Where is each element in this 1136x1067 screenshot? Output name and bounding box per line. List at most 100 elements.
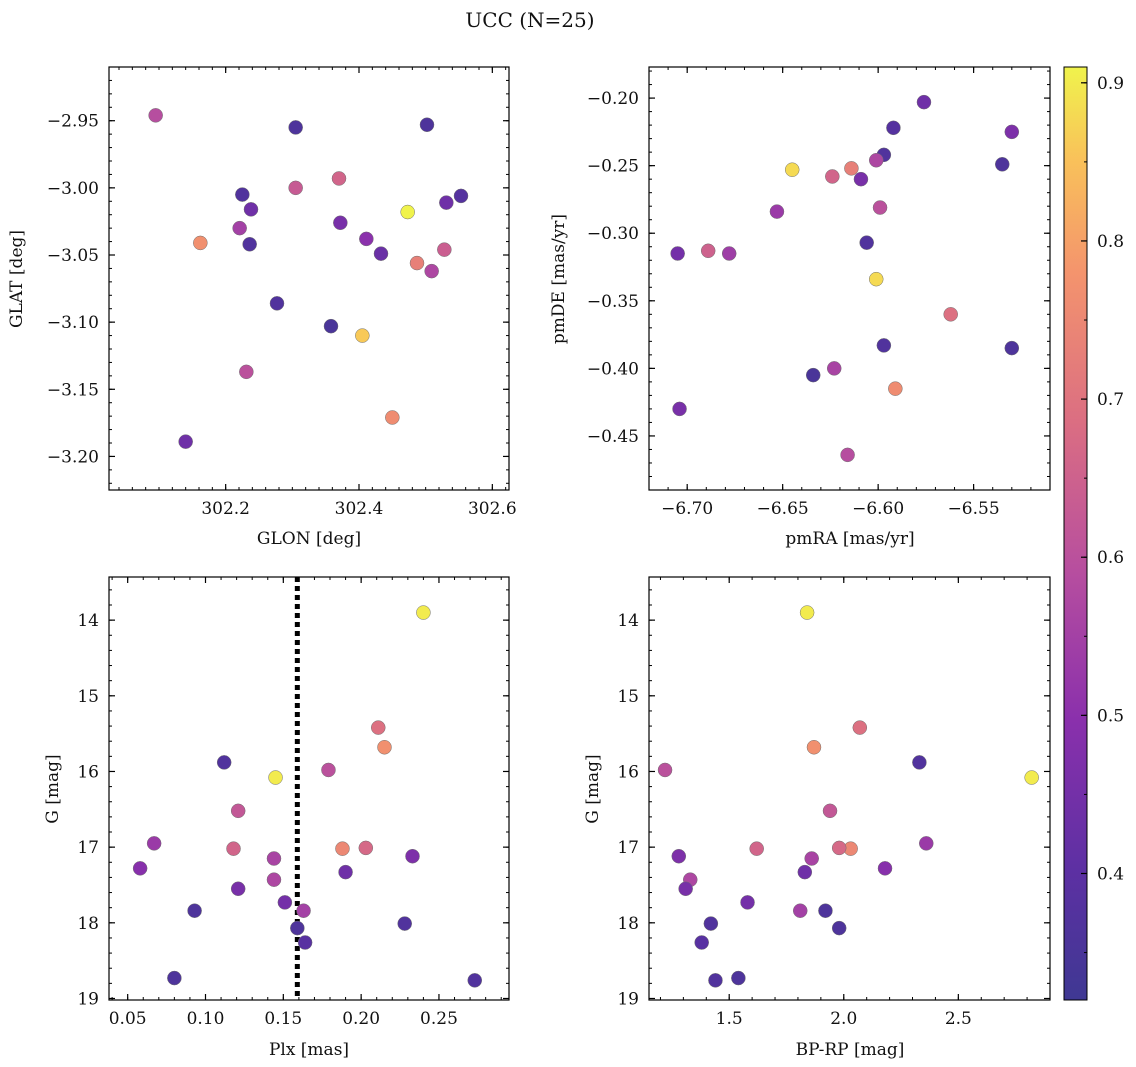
scatter-point	[373, 246, 389, 261]
y-tick-label: 16	[77, 762, 99, 782]
scatter-point	[296, 903, 311, 918]
scatter-point	[359, 231, 374, 247]
scatter-point	[288, 120, 303, 135]
panel-plx-g: Plx [mas] G [mag] 0.05 0.10 0.15 0.20 0.25 14…	[43, 576, 510, 1060]
scatter-point	[230, 803, 246, 819]
scatter-point	[193, 235, 208, 251]
y-tick-label: −3.20	[47, 447, 99, 467]
scatter-point	[805, 367, 821, 383]
scatter-point	[872, 200, 888, 215]
scatter-point	[919, 836, 934, 851]
y-tick-label: 18	[617, 914, 639, 934]
scatter-point	[826, 361, 842, 376]
x-tick-label: 1.5	[716, 1009, 743, 1029]
y-tick-label: −3.15	[47, 380, 99, 400]
scatter-point	[943, 307, 958, 322]
scatter-point	[852, 720, 868, 735]
y-tick-label: −3.10	[47, 313, 99, 333]
scatter-point	[731, 970, 746, 986]
scatter-point	[288, 180, 303, 196]
scatter-point	[806, 740, 822, 755]
x-axis-label: Plx [mas]	[269, 1040, 349, 1060]
x-tick-label: 0.25	[420, 1009, 458, 1029]
y-tick-label: −0.25	[587, 157, 639, 177]
scatter-point	[439, 195, 454, 210]
scatter-point	[400, 204, 415, 220]
plot-frame	[108, 66, 510, 491]
scatter-point	[216, 755, 232, 770]
scatter-point	[670, 246, 685, 261]
scatter-point	[146, 836, 162, 851]
x-tick-label: 2.0	[830, 1009, 857, 1029]
plot-frame	[648, 66, 1051, 491]
scatter-point	[995, 157, 1010, 172]
y-tick-label: −3.00	[47, 179, 99, 199]
scatter-point	[321, 762, 336, 778]
scatter-point	[840, 447, 855, 463]
scatter-point	[703, 916, 719, 931]
y-tick-label: −0.45	[587, 427, 639, 447]
y-axis-label: GLAT [deg]	[7, 230, 27, 328]
x-tick-label: −6.55	[948, 499, 1000, 519]
colorbar-tick-label: 0.5	[1097, 706, 1124, 726]
scatter-point	[355, 328, 370, 343]
plot-frame	[108, 576, 510, 1001]
scatter-point	[672, 401, 687, 417]
y-tick-label: 19	[77, 989, 99, 1009]
scatter-point	[266, 851, 282, 866]
x-tick-label: 0.15	[264, 1009, 302, 1029]
scatter-point	[844, 161, 859, 176]
scatter-point	[831, 840, 847, 856]
scatter-point	[868, 271, 884, 287]
y-tick-label: −3.05	[47, 246, 99, 266]
scatter-point	[266, 872, 282, 887]
x-axis-label: BP-RP [mag]	[796, 1040, 905, 1060]
scatter-point	[1004, 124, 1020, 140]
x-tick-label: 0.20	[342, 1009, 380, 1029]
scatter-point	[416, 605, 431, 620]
scatter-point	[424, 263, 439, 279]
scatter-point	[132, 861, 148, 876]
scatter-point	[385, 410, 400, 425]
scatter-point	[453, 188, 469, 204]
panel-bprp-g: BP-RP [mag] G [mag] 1.5 2.0 2.5 14 15 16 17 18 1…	[583, 576, 1051, 1060]
x-tick-label: 0.10	[187, 1009, 225, 1029]
scatter-point	[708, 973, 723, 988]
x-tick-label: 0.05	[109, 1009, 147, 1029]
scatter-point	[700, 243, 716, 259]
scatter-point	[912, 755, 927, 770]
scatter-point	[338, 864, 353, 880]
x-tick-label: −6.60	[852, 499, 904, 519]
scatter-point	[740, 895, 755, 910]
scatter-point	[1004, 340, 1020, 356]
scatter-point	[371, 720, 386, 735]
scatter-point	[859, 235, 874, 250]
scatter-point	[916, 94, 932, 110]
scatter-point	[825, 169, 840, 184]
y-tick-label: −2.95	[47, 112, 99, 132]
scatter-point	[269, 296, 285, 311]
scatter-point	[268, 770, 283, 785]
panel-glon-glat: GLON [deg] GLAT [deg] 302.2 302.4 302.6 −2.…	[7, 66, 517, 549]
scatter-point	[235, 187, 250, 202]
scatter-point	[409, 255, 425, 271]
scatter-point	[784, 162, 800, 177]
colorbar-tick-label: 0.4	[1097, 864, 1124, 884]
y-tick-label: −0.20	[587, 89, 639, 109]
scatter-point	[886, 120, 901, 136]
colorbar-tick-label: 0.9	[1097, 74, 1124, 94]
scatter-point	[167, 970, 182, 986]
x-tick-label: 302.2	[201, 499, 250, 519]
scatter-point	[230, 881, 246, 897]
scatter-point	[804, 851, 819, 866]
colorbar-tick-label: 0.6	[1097, 548, 1124, 568]
scatter-point	[335, 841, 350, 856]
scatter-point	[657, 762, 673, 778]
scatter-point	[405, 848, 420, 864]
y-tick-label: 17	[77, 838, 99, 858]
y-tick-label: −0.40	[587, 359, 639, 379]
scatter-point	[467, 973, 483, 988]
scatter-point	[1024, 770, 1039, 785]
scatter-point	[721, 246, 737, 261]
